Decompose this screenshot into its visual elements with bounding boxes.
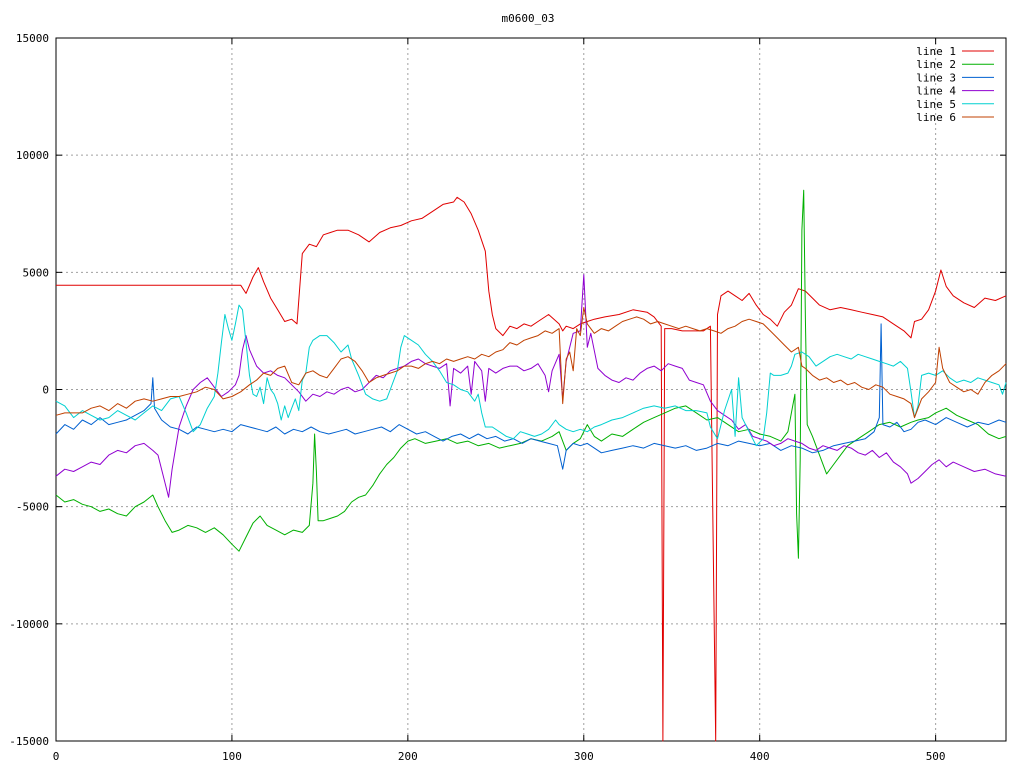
y-tick-labels: 15000 10000 5000 0 -5000 -10000 -15000 [9, 32, 49, 748]
data-series [55, 189, 1007, 742]
y-tick-label: 0 [42, 384, 49, 397]
legend-label: line 2 [916, 58, 956, 71]
x-tick-label: 100 [222, 750, 242, 763]
y-tick-label: -5000 [16, 501, 49, 514]
series-line-2 [55, 189, 1007, 559]
legend-label: line 6 [916, 111, 956, 124]
x-tick-labels: 0 100 200 300 400 500 [53, 750, 946, 763]
y-tick-label: 15000 [16, 32, 49, 45]
series-line-4 [55, 274, 1007, 498]
legend-label: line 1 [916, 45, 956, 58]
x-tick-label: 200 [398, 750, 418, 763]
y-tick-label: -15000 [9, 735, 49, 748]
series-line-1 [56, 196, 1007, 742]
x-tick-label: 300 [574, 750, 594, 763]
legend-label: line 4 [916, 85, 956, 98]
axis-ticks [55, 37, 1006, 742]
series-line-3 [55, 323, 1007, 470]
x-tick-label: 0 [53, 750, 60, 763]
legend-label: line 5 [916, 98, 956, 111]
x-tick-label: 500 [926, 750, 946, 763]
y-tick-label: 5000 [23, 266, 50, 279]
y-tick-label: 10000 [16, 149, 49, 162]
chart-title: m0600_03 [502, 12, 555, 25]
series-line-5 [55, 304, 1007, 447]
legend-label: line 3 [916, 71, 956, 84]
x-tick-label: 400 [750, 750, 770, 763]
y-tick-label: -10000 [9, 618, 49, 631]
series-line-6 [55, 307, 1007, 419]
grid-lines [56, 38, 1006, 741]
